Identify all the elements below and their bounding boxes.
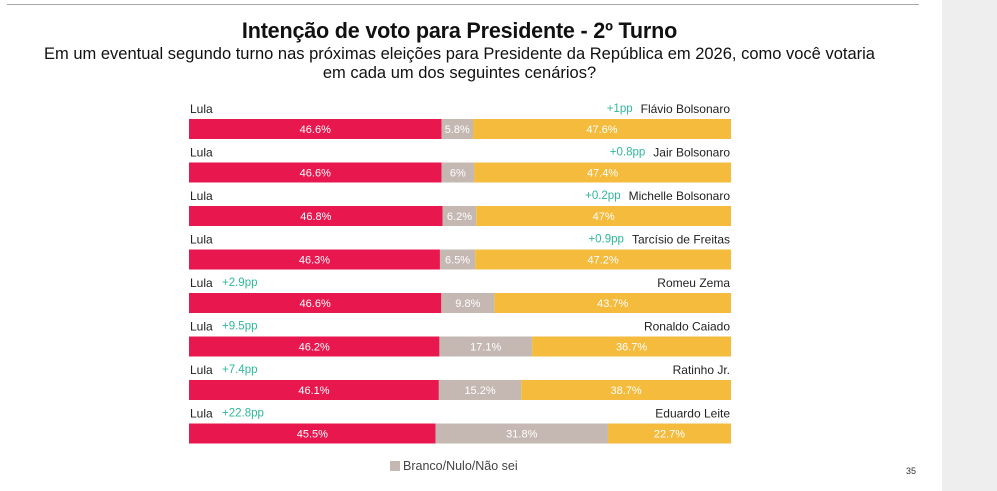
left-change-label: +9.5pp xyxy=(222,321,258,333)
slide: Intenção de voto para Presidente - 2º Tu… xyxy=(0,4,919,476)
right-change-label: +0.2pp xyxy=(585,190,621,202)
left-candidate-label: Lula xyxy=(190,407,213,421)
right-candidate-label: Romeu Zema xyxy=(657,276,730,290)
bar-value-left: 45.5% xyxy=(297,429,328,441)
bar-value-branco-nulo: 9.8% xyxy=(455,298,480,310)
bar-segment-right xyxy=(474,162,731,183)
bar-value-right: 47.4% xyxy=(587,168,618,180)
bar-segment-branco-nulo xyxy=(442,206,477,226)
right-candidate-label: Ratinho Jr. xyxy=(673,363,730,377)
subtitle-line-2: em cada um dos seguintes cenários? xyxy=(322,63,597,82)
bar-value-branco-nulo: 6.5% xyxy=(445,255,470,267)
left-candidate-label: Lula xyxy=(190,189,213,203)
right-change-label: +0.8pp xyxy=(610,147,646,159)
bar-segment-left xyxy=(189,380,439,400)
bar-segment-branco-nulo xyxy=(439,336,533,357)
bar-value-right: 47.2% xyxy=(587,255,618,267)
bar-value-branco-nulo: 15.2% xyxy=(464,385,495,397)
bar-value-left: 46.6% xyxy=(300,298,331,310)
bar-segment-branco-nulo xyxy=(441,293,495,313)
bar-segment-left xyxy=(189,206,443,226)
right-candidate-label: Eduardo Leite xyxy=(655,407,730,421)
stacked-bar-chart: Lula Flávio Bolsonaro +1pp 46.6% 5.8% 47.6% Lu… xyxy=(189,102,731,444)
bar-segment-left xyxy=(189,293,442,313)
right-candidate-label: Michelle Bolsonaro xyxy=(629,189,731,203)
bar-segment-branco-nulo xyxy=(441,162,475,183)
bar-segment-right xyxy=(494,293,731,313)
left-candidate-label: Lula xyxy=(190,276,213,290)
bar-value-branco-nulo: 17.1% xyxy=(470,342,501,354)
bar-value-right: 36.7% xyxy=(616,342,647,354)
bar-value-branco-nulo: 6% xyxy=(450,168,466,180)
right-change-label: +1pp xyxy=(607,103,633,115)
legend: Branco/Nulo/Não sei xyxy=(390,459,518,473)
left-change-label: +7.4pp xyxy=(222,364,258,376)
bar-segment-right xyxy=(521,380,731,400)
left-candidate-label: Lula xyxy=(190,233,213,247)
bar-segment-left xyxy=(189,162,442,183)
bar-segment-left xyxy=(189,249,440,270)
bar-value-branco-nulo: 5.8% xyxy=(445,124,470,136)
bar-value-left: 46.6% xyxy=(300,124,331,136)
bar-value-right: 22.7% xyxy=(654,429,685,441)
chart-title: Intenção de voto para Presidente - 2º Tu… xyxy=(241,18,678,43)
bar-value-right: 47% xyxy=(593,211,615,223)
bar-segment-left xyxy=(189,119,442,139)
top-divider xyxy=(7,4,919,5)
right-candidate-label: Ronaldo Caiado xyxy=(644,320,730,334)
bar-segment-right xyxy=(532,336,731,357)
bar-value-branco-nulo: 6.2% xyxy=(447,211,472,223)
bar-value-left: 46.3% xyxy=(299,255,330,267)
left-candidate-label: Lula xyxy=(190,146,213,160)
bar-value-left: 46.2% xyxy=(299,342,330,354)
left-change-label: +22.8pp xyxy=(222,408,264,420)
right-candidate-label: Jair Bolsonaro xyxy=(653,146,730,160)
bar-segment-left xyxy=(189,336,440,357)
bar-segment-left xyxy=(189,423,436,444)
page-number: 35 xyxy=(906,466,917,476)
legend-swatch-branco-nulo xyxy=(390,461,400,471)
right-candidate-label: Flávio Bolsonaro xyxy=(641,102,731,116)
bar-segment-branco-nulo xyxy=(439,249,476,270)
right-side-panel xyxy=(942,0,997,491)
subtitle-line-1: Em um eventual segundo turno nas próxima… xyxy=(44,45,875,63)
right-candidate-label: Tarcísio de Freitas xyxy=(632,233,730,247)
bar-segment-right xyxy=(473,119,731,139)
left-candidate-label: Lula xyxy=(190,102,213,116)
bar-segment-right xyxy=(475,249,731,270)
right-change-label: +0.9pp xyxy=(588,234,624,246)
bar-segment-branco-nulo xyxy=(435,423,608,444)
left-candidate-label: Lula xyxy=(190,320,213,334)
bar-value-branco-nulo: 31.8% xyxy=(506,429,537,441)
bar-value-right: 47.6% xyxy=(586,124,617,136)
bar-segment-branco-nulo xyxy=(441,119,474,139)
legend-label: Branco/Nulo/Não sei xyxy=(403,459,518,473)
bar-value-right: 38.7% xyxy=(611,385,642,397)
bar-segment-right xyxy=(476,206,731,226)
bar-value-left: 46.1% xyxy=(298,385,329,397)
bar-segment-branco-nulo xyxy=(438,380,522,400)
left-change-label: +2.9pp xyxy=(222,277,258,289)
bar-value-left: 46.8% xyxy=(300,211,331,223)
chart-subtitle: Em um eventual segundo turno nas próxima… xyxy=(0,45,919,82)
bar-segment-right xyxy=(607,423,731,444)
bar-value-left: 46.6% xyxy=(300,168,331,180)
left-candidate-label: Lula xyxy=(190,363,213,377)
bar-value-right: 43.7% xyxy=(597,298,628,310)
